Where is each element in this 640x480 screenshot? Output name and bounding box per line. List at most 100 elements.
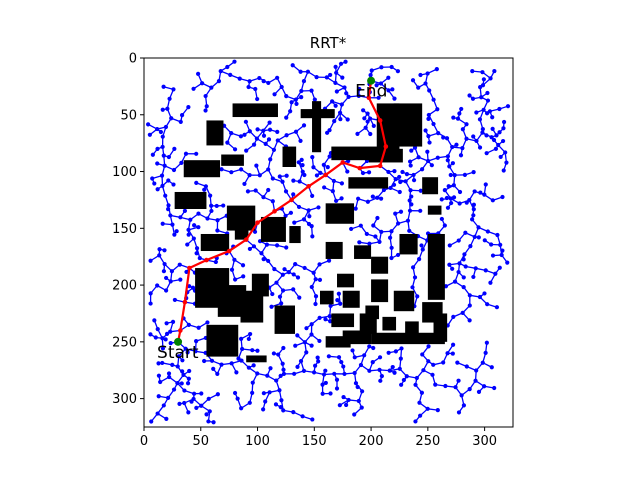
tree-node bbox=[273, 402, 279, 407]
tree-node bbox=[266, 258, 271, 264]
tree-node bbox=[389, 245, 394, 250]
tree-node bbox=[310, 193, 315, 198]
obstacle bbox=[337, 273, 355, 288]
tree-node bbox=[209, 358, 215, 363]
tree-node bbox=[233, 277, 238, 282]
tree-node bbox=[482, 384, 487, 389]
start-marker bbox=[174, 337, 183, 346]
tree-node bbox=[283, 213, 288, 218]
obstacle bbox=[206, 324, 239, 357]
tree-node bbox=[430, 372, 435, 377]
tree-node bbox=[326, 354, 331, 359]
obstacle bbox=[342, 290, 360, 308]
tree-node bbox=[267, 120, 272, 125]
obstacle bbox=[422, 177, 439, 195]
obstacle bbox=[232, 103, 278, 118]
tree-node bbox=[215, 392, 220, 397]
tree-node bbox=[464, 364, 469, 369]
tree-node bbox=[370, 194, 375, 199]
tree-node bbox=[232, 147, 238, 152]
tree-node bbox=[225, 64, 230, 70]
tree-node bbox=[236, 356, 241, 361]
tree-node bbox=[464, 122, 469, 127]
tree-node bbox=[261, 407, 266, 412]
tree-node bbox=[186, 227, 191, 232]
tree-node bbox=[471, 213, 476, 218]
tree-node bbox=[397, 189, 402, 195]
tree-node bbox=[263, 399, 268, 404]
tree-node bbox=[208, 193, 213, 198]
tree-node bbox=[207, 409, 212, 414]
tree-node bbox=[317, 262, 322, 267]
path-point bbox=[366, 95, 372, 101]
tree-node bbox=[275, 75, 280, 80]
tree-node bbox=[399, 382, 404, 387]
tree-node bbox=[334, 377, 340, 382]
tree-node bbox=[431, 97, 436, 102]
tree-node bbox=[360, 170, 366, 176]
tree-node bbox=[467, 303, 472, 308]
x-tick-label: 300 bbox=[472, 434, 497, 449]
tree-node bbox=[250, 348, 255, 353]
tree-node bbox=[306, 208, 311, 213]
tree-node bbox=[368, 73, 373, 78]
tree-node bbox=[453, 385, 458, 390]
x-tick-label: 150 bbox=[302, 434, 327, 449]
tree-node bbox=[352, 370, 357, 376]
tree-node bbox=[411, 172, 416, 178]
tree-node bbox=[362, 353, 367, 358]
tree-node bbox=[494, 133, 499, 138]
tree-node bbox=[184, 269, 189, 275]
tree-node bbox=[474, 138, 479, 144]
tree-node bbox=[368, 116, 373, 121]
axis-ticks: 0 50 100 150 200 250 300 0 50 100 150 200 250 300 bbox=[112, 52, 497, 450]
obstacle bbox=[325, 336, 351, 348]
obstacle bbox=[382, 316, 397, 331]
tree-node bbox=[186, 376, 191, 381]
tree-node bbox=[153, 335, 158, 340]
tree-node bbox=[419, 243, 424, 248]
tree-node bbox=[418, 413, 423, 418]
tree-node bbox=[460, 146, 465, 151]
tree-node bbox=[148, 291, 153, 296]
tree-node bbox=[255, 127, 260, 132]
tree-node bbox=[268, 366, 273, 371]
tree-node bbox=[462, 172, 468, 177]
tree-node bbox=[197, 255, 202, 261]
tree-node bbox=[480, 360, 485, 365]
tree-node bbox=[160, 346, 166, 351]
tree-node bbox=[202, 187, 207, 192]
tree-node bbox=[408, 159, 413, 164]
tree-node bbox=[166, 154, 172, 160]
tree-node bbox=[188, 217, 193, 222]
tree-node bbox=[187, 368, 192, 374]
tree-node bbox=[298, 138, 303, 143]
tree-node bbox=[367, 344, 372, 349]
tree-node bbox=[276, 352, 281, 357]
tree-node bbox=[302, 340, 307, 345]
tree-node bbox=[147, 132, 152, 137]
tree-node bbox=[205, 216, 210, 221]
tree-node bbox=[219, 362, 224, 367]
tree-node bbox=[196, 325, 201, 330]
tree-node bbox=[485, 229, 490, 234]
tree-node bbox=[407, 198, 412, 203]
tree-node bbox=[450, 351, 455, 356]
tree-node bbox=[304, 326, 309, 331]
tree-node bbox=[344, 91, 349, 96]
tree-node bbox=[310, 234, 315, 239]
tree-node bbox=[219, 167, 224, 172]
path-point bbox=[204, 257, 209, 263]
tree-node bbox=[235, 396, 240, 401]
tree-node bbox=[247, 172, 252, 178]
tree-node bbox=[464, 200, 469, 205]
tree-node bbox=[293, 129, 299, 134]
tree-node bbox=[254, 136, 259, 141]
tree-node bbox=[302, 265, 307, 271]
tree-node bbox=[150, 152, 155, 157]
tree-node bbox=[180, 358, 185, 363]
tree-node bbox=[180, 369, 185, 374]
tree-node bbox=[305, 69, 311, 74]
tree-node bbox=[459, 106, 464, 112]
